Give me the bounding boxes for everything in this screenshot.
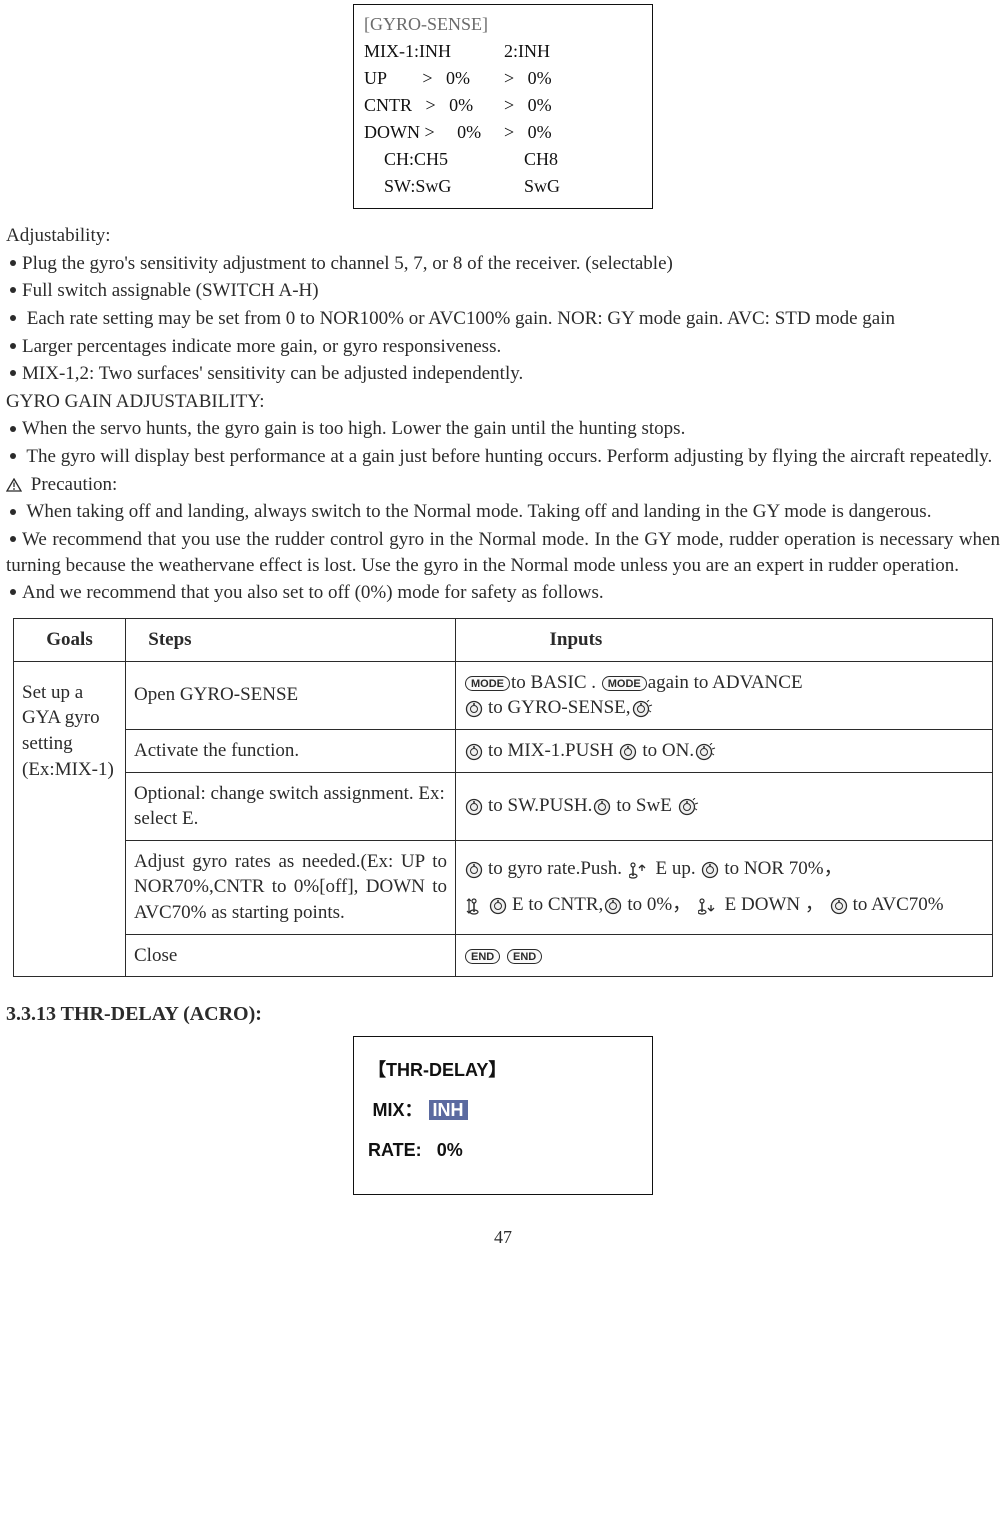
end-button-icon: END [465,949,500,964]
table-row: Set up a GYA gyro setting (Ex:MIX-1) Ope… [14,661,993,729]
table-row: Adjust gyro rates as needed.(Ex: UP to N… [14,840,993,934]
bullet-icon [10,260,16,266]
inputs-cell: to MIX-1.PUSH to ON. [456,729,993,772]
goal-cell: Set up a GYA gyro setting (Ex:MIX-1) [14,661,126,977]
lcd-row: MIX-1:INH2:INH [364,38,642,65]
step-cell: Activate the function. [126,729,456,772]
stick-icon [466,897,486,915]
lcd-row: SW:SwGSwG [364,173,642,200]
step-cell: Open GYRO-SENSE [126,661,456,729]
end-button-icon: END [507,949,542,964]
page-number: 47 [6,1225,1000,1249]
dial-icon [695,743,717,761]
thr-title: 【THR-DELAY】 [368,1051,638,1091]
inputs-text: E up. [651,858,701,879]
inputs-text: to AVC70% [853,894,944,915]
step-cell: Optional: change switch assignment. Ex: … [126,772,456,840]
inputs-text: E DOWN ， [720,894,829,915]
inputs-text: to ON. [642,740,694,761]
bullet-icon [10,589,16,595]
inputs-text: to NOR 70%， [724,858,842,879]
table-header-row: Goals Steps Inputs [14,618,993,661]
bullet-text: Full switch assignable (SWITCH A-H) [6,278,1000,304]
dial-icon [678,798,700,816]
bullet-icon [10,426,16,432]
bullet-icon [10,453,16,459]
bullet-text: When taking off and landing, always swit… [6,499,1000,525]
lcd-title: [GYRO-SENSE] [364,11,642,38]
bullet-icon [10,509,16,515]
bullet-text: The gyro will display best performance a… [6,444,1000,470]
dial-icon [604,897,626,915]
section-3313-heading: 3.3.13 THR-DELAY (ACRO): [6,1001,1000,1028]
dial-icon [619,743,641,761]
bullet-icon [10,287,16,293]
dial-icon [830,897,852,915]
gyro-sense-lcd: [GYRO-SENSE] MIX-1:INH2:INH UP > 0%> 0% … [353,4,653,209]
mode-button-icon: MODE [602,676,647,691]
lcd-row: CH:CH5CH8 [364,146,642,173]
bullet-text: We recommend that you use the rudder con… [6,527,1000,578]
gain-heading: GYRO GAIN ADJUSTABILITY: [6,389,1000,415]
bullet-text: And we recommend that you also set to of… [6,580,1000,606]
table-row: Optional: change switch assignment. Ex: … [14,772,993,840]
inputs-text: to BASIC . [511,672,601,693]
warning-icon [6,478,22,492]
adjustability-heading: Adjustability: [6,223,1000,249]
inputs-text: to GYRO-SENSE, [488,697,631,718]
bullet-icon [10,370,16,376]
inputs-text: to SwE [616,795,676,816]
bullet-text: Larger percentages indicate more gain, o… [6,334,1000,360]
inputs-text: to SW.PUSH. [488,795,592,816]
thr-rate-row: RATE: 0% [368,1131,638,1171]
inputs-text: to gyro rate.Push. [488,858,627,879]
bullet-text: Plug the gyro's sensitivity adjustment t… [6,251,1000,277]
stick-icon [698,897,718,915]
inputs-text: again to ADVANCE [648,672,803,693]
dial-icon [465,798,487,816]
table-row: Close END END [14,934,993,977]
thr-delay-lcd: 【THR-DELAY】 MIX：INH RATE: 0% [353,1036,653,1195]
mode-button-icon: MODE [465,676,510,691]
lcd-row: CNTR > 0%> 0% [364,92,642,119]
inputs-text: to 0%， [627,894,696,915]
dial-icon [632,700,654,718]
precaution-heading: Precaution: [6,472,1000,498]
inputs-text: to MIX-1.PUSH [488,740,618,761]
dial-icon [465,700,487,718]
step-cell: Adjust gyro rates as needed.(Ex: UP to N… [126,840,456,934]
col-steps: Steps [126,618,456,661]
col-goals: Goals [14,618,126,661]
inputs-cell: to gyro rate.Push. E up. to NOR 70%， E to… [456,840,993,934]
inputs-cell: END END [456,934,993,977]
bullet-icon [10,536,16,542]
bullet-text: MIX-1,2: Two surfaces' sensitivity can b… [6,361,1000,387]
thr-mix-row: MIX：INH [368,1091,638,1131]
col-inputs: Inputs [456,618,993,661]
dial-icon [701,861,723,879]
inputs-cell: MODEto BASIC . MODEagain to ADVANCEto GY… [456,661,993,729]
steps-table: Goals Steps Inputs Set up a GYA gyro set… [13,618,993,977]
dial-icon [593,798,615,816]
inputs-cell: to SW.PUSH. to SwE [456,772,993,840]
bullet-text: When the servo hunts, the gyro gain is t… [6,416,1000,442]
dial-icon [465,743,487,761]
stick-icon [629,861,649,879]
lcd-row: DOWN > 0%> 0% [364,119,642,146]
table-row: Activate the function. to MIX-1.PUSH to … [14,729,993,772]
lcd-row: UP > 0%> 0% [364,65,642,92]
inputs-text [501,945,506,966]
bullet-text: Each rate setting may be set from 0 to N… [6,306,1000,332]
inputs-text: E to CNTR, [512,894,603,915]
dial-icon [489,897,511,915]
bullet-icon [10,315,16,321]
dial-icon [465,861,487,879]
bullet-icon [10,343,16,349]
step-cell: Close [126,934,456,977]
mix-value: INH [429,1100,468,1120]
